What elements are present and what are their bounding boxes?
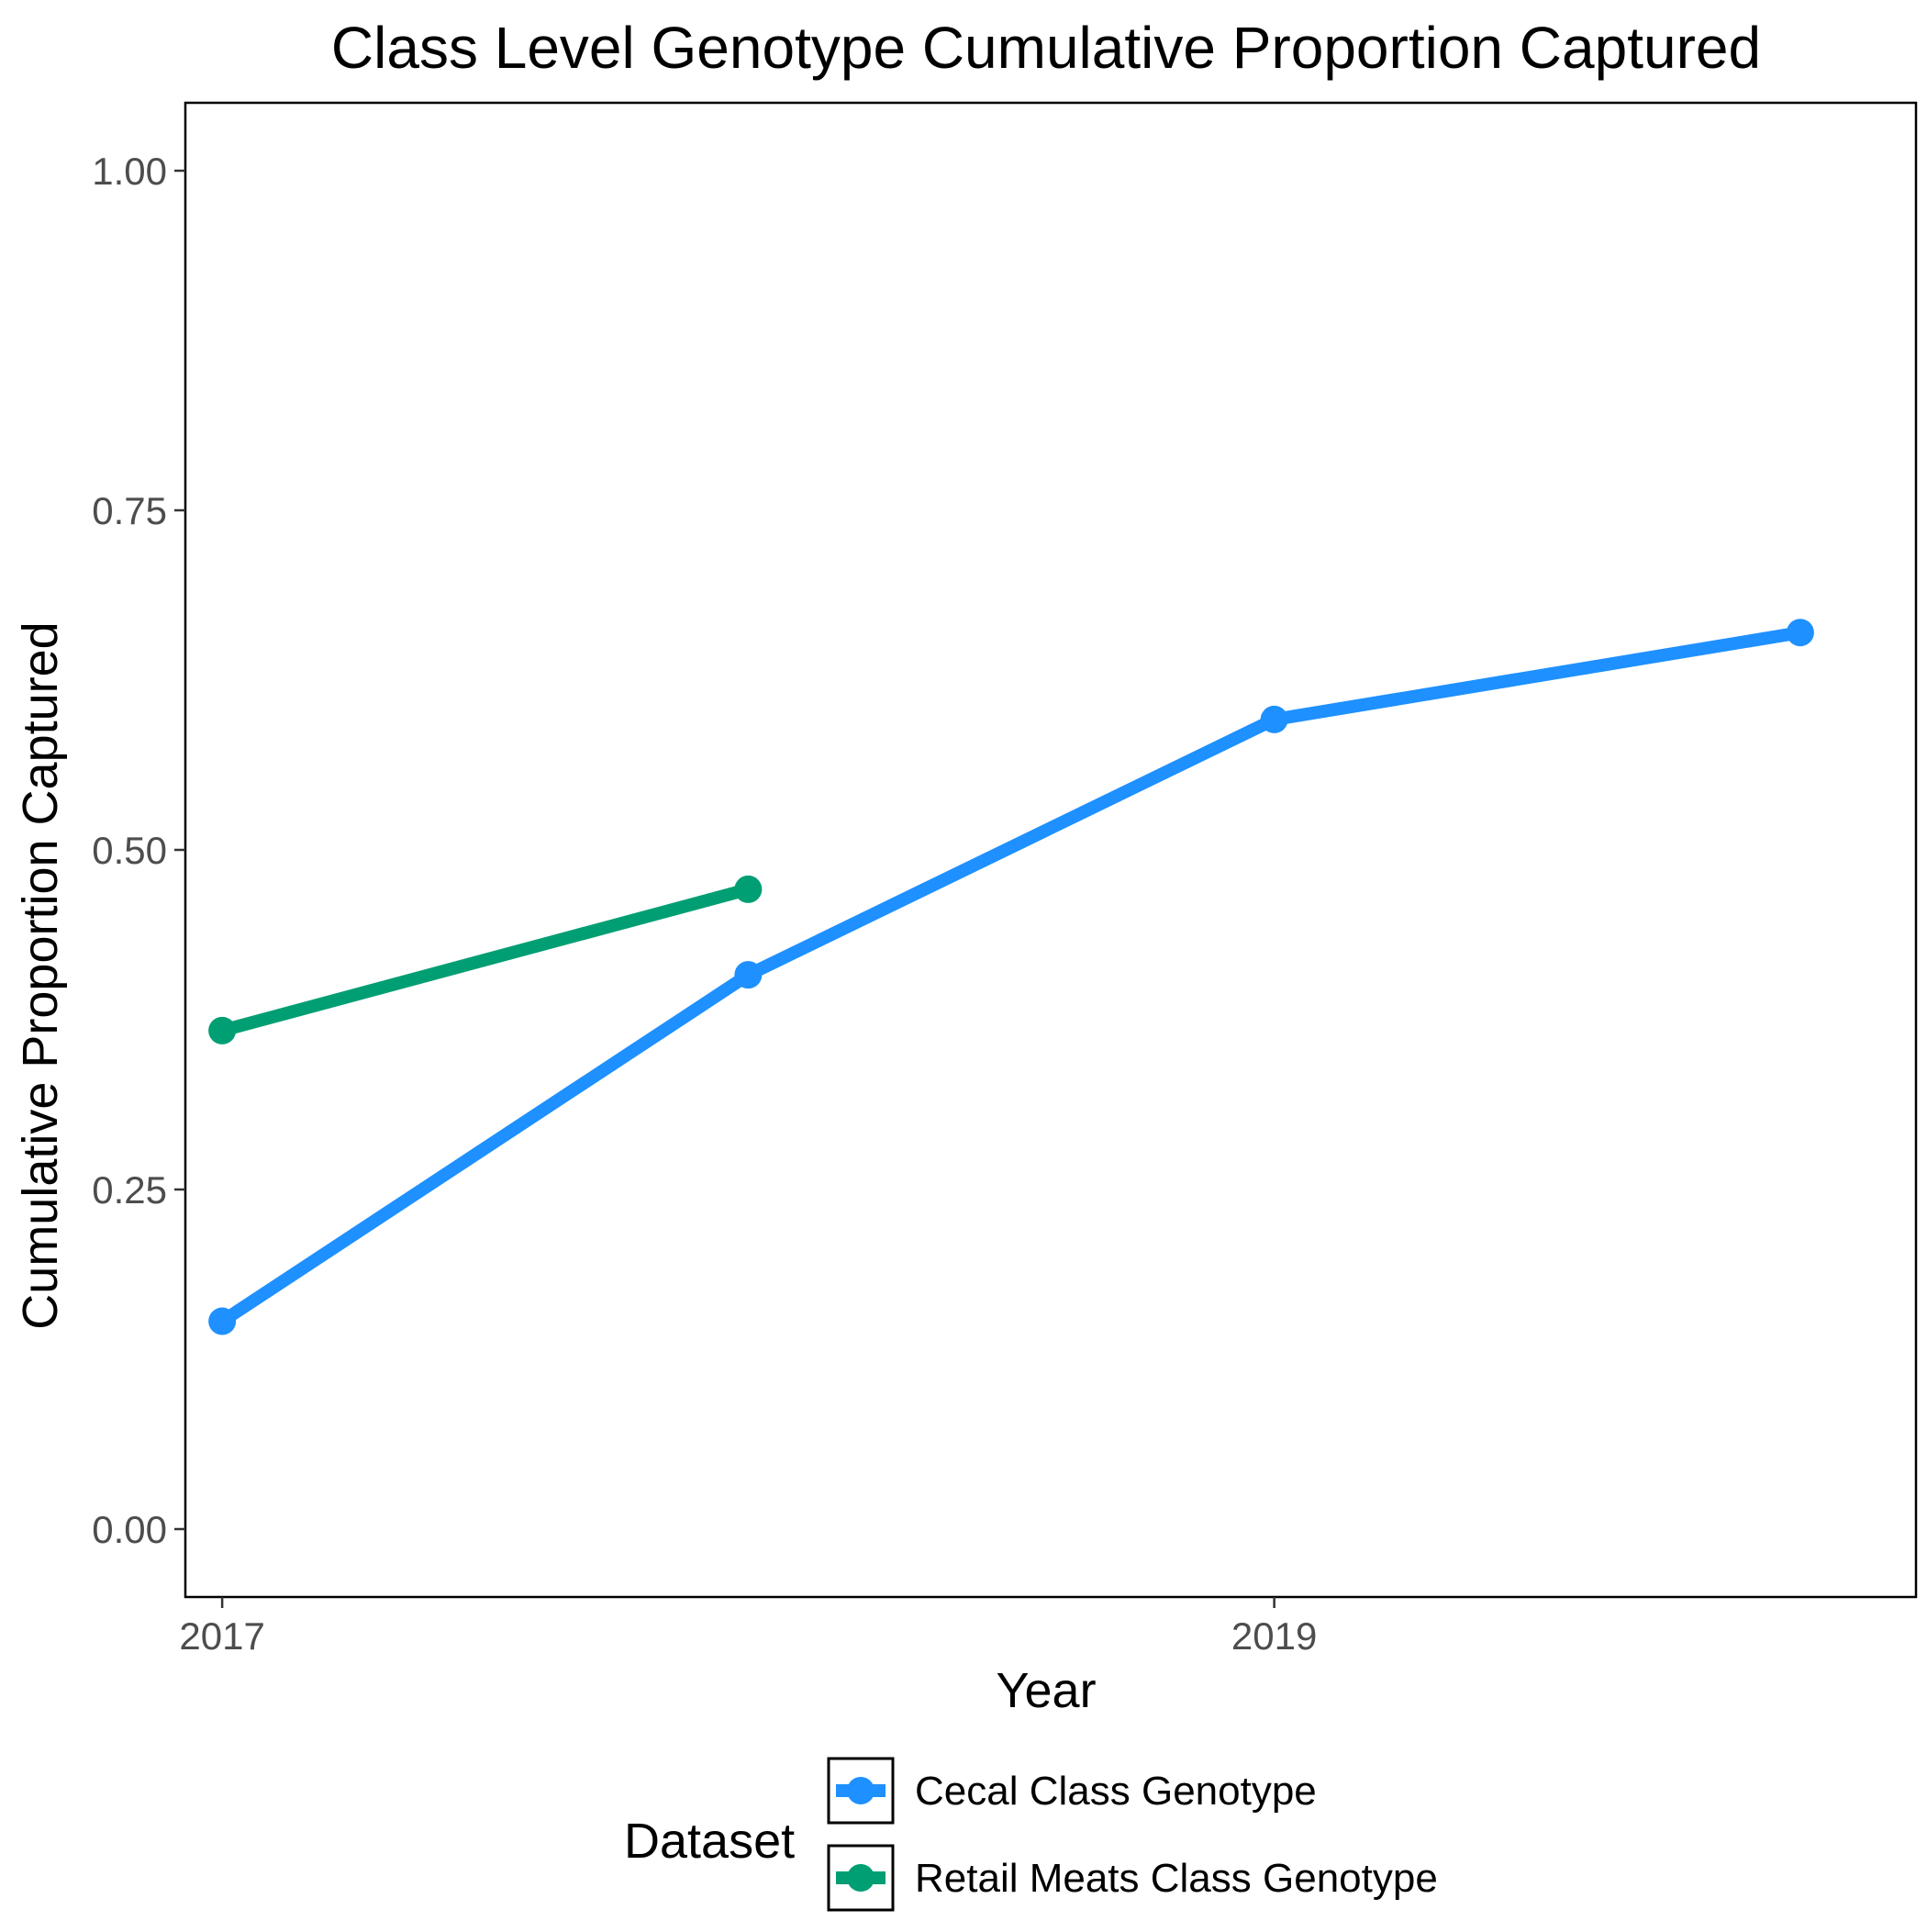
data-point-0-0	[208, 1307, 237, 1335]
data-point-0-2	[1260, 705, 1288, 733]
y-tick-label: 0.75	[92, 489, 167, 532]
data-point-0-1	[734, 961, 763, 989]
legend-key-point	[847, 1777, 874, 1804]
series-line-0	[218, 626, 1802, 1327]
legend-entry-label: Retail Meats Class Genotype	[915, 1856, 1438, 1901]
series-line-1	[220, 883, 751, 1037]
y-tick-label: 0.50	[92, 829, 167, 872]
legend-entry-label: Cecal Class Genotype	[915, 1769, 1317, 1814]
data-point-0-3	[1786, 619, 1814, 647]
x-axis-title: Year	[996, 1663, 1096, 1718]
legend-key-point	[847, 1864, 874, 1892]
legend-title: Dataset	[624, 1814, 795, 1869]
y-tick-label: 0.25	[92, 1168, 167, 1212]
x-tick-label: 2019	[1231, 1614, 1317, 1658]
chart-title: Class Level Genotype Cumulative Proporti…	[331, 15, 1761, 81]
x-tick-label: 2017	[179, 1614, 264, 1658]
y-tick-label: 1.00	[92, 150, 167, 193]
y-axis-title: Cumulative Proportion Captured	[13, 621, 68, 1329]
data-point-1-0	[208, 1016, 237, 1044]
data-point-1-1	[734, 875, 763, 903]
plot-area: 0.00 0.25 0.50 0.75 1.00 2017 2019	[92, 101, 1918, 1658]
legend: Dataset Cecal Class Genotype Retail Meats…	[624, 1757, 1438, 1912]
y-tick-label: 0.00	[92, 1508, 167, 1551]
plot-panel-border	[184, 101, 1918, 1599]
